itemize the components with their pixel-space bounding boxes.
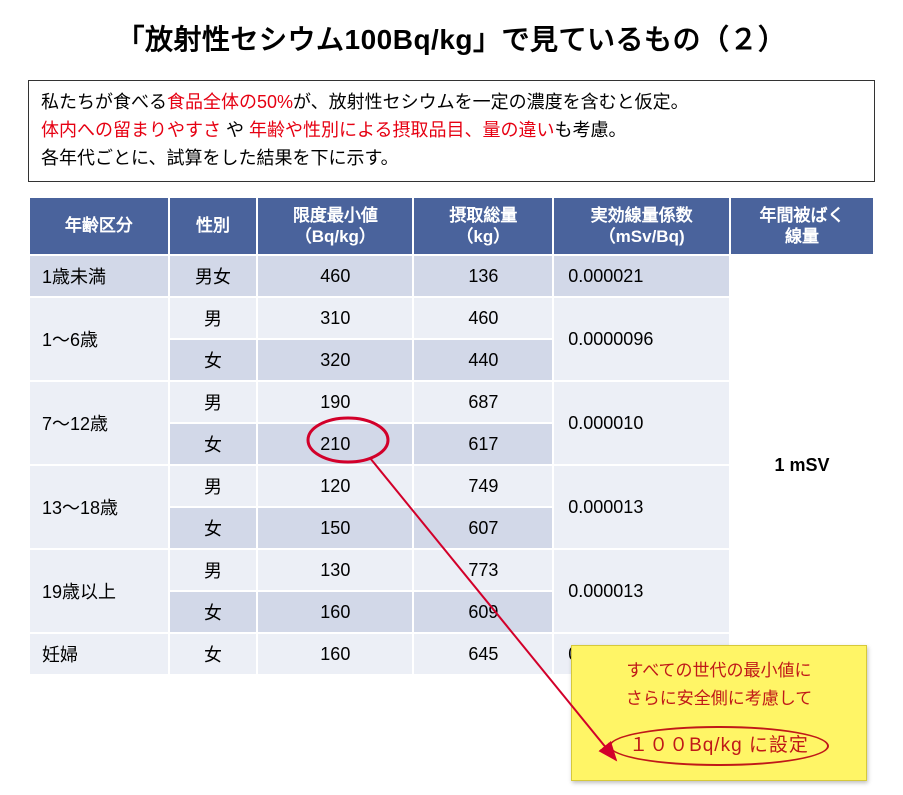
cell-intake: 440 [413,339,553,381]
callout-line1: すべての世代の最小値に [586,658,852,684]
cell-intake: 136 [413,255,553,297]
cell-coef: 0.000013 [553,549,730,633]
table-body: 1歳未満男女4601360.0000211 mSV1～6歳男3104600.00… [29,255,874,675]
cell-sex: 男 [169,549,257,591]
cell-intake: 607 [413,507,553,549]
intro-seg8: 各年代ごとに、試算をした結果を下に示す。 [41,148,399,168]
cell-limit: 460 [257,255,413,297]
intro-seg4: 体内への留まりやすさ [41,120,221,140]
intro-seg1: 私たちが食べる [41,92,167,112]
cell-sex: 男 [169,381,257,423]
page-title: 「放射性セシウム100Bq/kg」で見ているもの（２） [28,18,875,58]
cell-limit: 120 [257,465,413,507]
table-header-row: 年齢区分 性別 限度最小値（Bq/kg） 摂取総量（kg） 実効線量係数（mSv… [29,197,874,256]
data-table: 年齢区分 性別 限度最小値（Bq/kg） 摂取総量（kg） 実効線量係数（mSv… [28,196,875,677]
col-age: 年齢区分 [29,197,169,256]
callout-line3: １００Bq/kg に設定 [609,726,829,767]
col-limit: 限度最小値（Bq/kg） [257,197,413,256]
cell-sex: 女 [169,633,257,675]
cell-limit: 160 [257,591,413,633]
cell-sex: 女 [169,591,257,633]
cell-age: 19歳以上 [29,549,169,633]
cell-limit: 160 [257,633,413,675]
cell-sex: 男 [169,465,257,507]
intro-seg7: も考慮。 [554,120,626,140]
col-sex: 性別 [169,197,257,256]
intro-seg3: が、放射性セシウムを一定の濃度を含むと仮定。 [293,92,689,112]
cell-sex: 男女 [169,255,257,297]
cell-limit: 150 [257,507,413,549]
cell-coef: 0.000013 [553,465,730,549]
table-row: 1歳未満男女4601360.0000211 mSV [29,255,874,297]
cell-age: 1歳未満 [29,255,169,297]
intro-seg2: 食品全体の50% [167,92,293,112]
col-coef: 実効線量係数（mSv/Bq) [553,197,730,256]
cell-age: 13～18歳 [29,465,169,549]
cell-intake: 609 [413,591,553,633]
callout-line2: さらに安全側に考慮して [586,686,852,712]
cell-age: 1～6歳 [29,297,169,381]
cell-intake: 749 [413,465,553,507]
cell-sex: 女 [169,423,257,465]
cell-intake: 773 [413,549,553,591]
cell-sex: 女 [169,507,257,549]
intro-box: 私たちが食べる食品全体の50%が、放射性セシウムを一定の濃度を含むと仮定。 体内… [28,80,875,182]
cell-limit: 310 [257,297,413,339]
cell-coef: 0.000021 [553,255,730,297]
cell-limit: 130 [257,549,413,591]
intro-seg5: や [221,120,249,140]
cell-limit: 210 [257,423,413,465]
callout-box: すべての世代の最小値に さらに安全側に考慮して １００Bq/kg に設定 [571,645,867,782]
col-dose: 年間被ばく線量 [730,197,874,256]
cell-intake: 617 [413,423,553,465]
cell-coef: 0.0000096 [553,297,730,381]
intro-seg6: 年齢や性別による摂取品目、量の違い [249,120,554,140]
cell-intake: 645 [413,633,553,675]
cell-limit: 320 [257,339,413,381]
cell-coef: 0.000010 [553,381,730,465]
col-intake: 摂取総量（kg） [413,197,553,256]
cell-limit: 190 [257,381,413,423]
cell-sex: 女 [169,339,257,381]
cell-dose: 1 mSV [730,255,874,675]
cell-age: 妊婦 [29,633,169,675]
cell-intake: 687 [413,381,553,423]
cell-sex: 男 [169,297,257,339]
cell-age: 7～12歳 [29,381,169,465]
cell-intake: 460 [413,297,553,339]
